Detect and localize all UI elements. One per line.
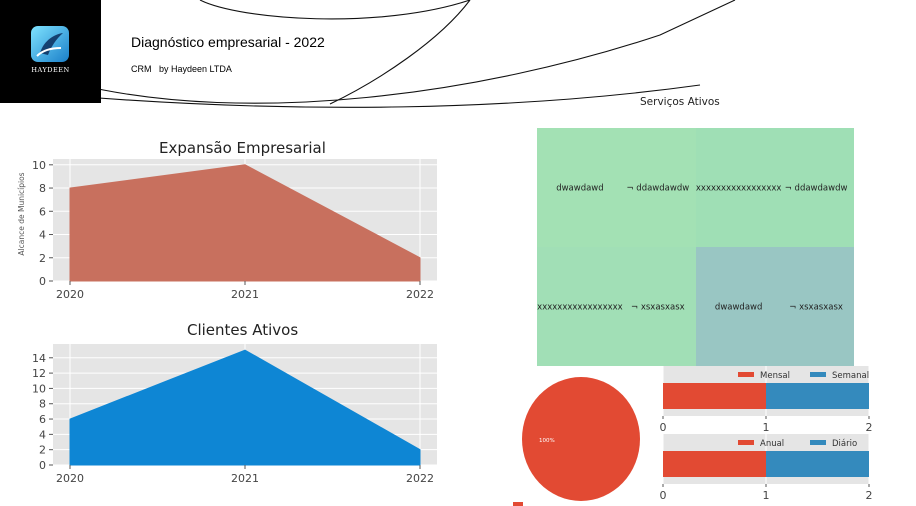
- treemap-title: Serviços Ativos: [640, 96, 720, 108]
- legend-swatch: [738, 372, 754, 377]
- treemap-label: dwawdawd: [556, 184, 603, 194]
- y-tick-label: 8: [39, 182, 46, 195]
- treemap-cell: [696, 128, 854, 247]
- page-subtitle: CRM by Haydeen LTDA: [131, 64, 232, 74]
- bar: [766, 451, 869, 477]
- treemap-cell: [537, 128, 696, 247]
- legend-label: Semanal: [832, 371, 869, 381]
- logo-text: HAYDEEN: [31, 66, 70, 74]
- x-tick-label: 2: [866, 489, 873, 502]
- x-tick-label: 2020: [56, 472, 84, 485]
- y-tick-label: 10: [32, 159, 46, 172]
- y-tick-label: 4: [39, 428, 46, 441]
- y-tick-label: 0: [39, 275, 46, 288]
- expansion-area-chart: Alcance de Municípios 0 2 4 6 8 10 2020 2021 202…: [17, 159, 437, 301]
- services-treemap: dwawdawd ¬ ddawdawdw xxxxxxxxxxxxxxxxx ¬ dd…: [537, 128, 854, 366]
- treemap-label: ¬ ddawdawdw: [785, 184, 848, 194]
- x-tick-label: 2: [866, 421, 873, 434]
- bar-chart-anual-diario: 0 1 2 Anual Diário: [660, 434, 873, 502]
- legend-swatch: [810, 440, 826, 445]
- x-tick-label: 2022: [406, 288, 434, 301]
- legend-label: Mensal: [760, 371, 790, 381]
- treemap-label: ¬ xsxasxasx: [789, 303, 843, 313]
- treemap-label: xxxxxxxxxxxxxxxxx: [537, 303, 623, 313]
- y-tick-label: 8: [39, 398, 46, 411]
- treemap-label: dwawdawd: [715, 303, 762, 313]
- x-tick-label: 0: [660, 489, 667, 502]
- expansion-chart-title: Expansão Empresarial: [159, 139, 326, 157]
- haydeen-logo-icon: [31, 26, 69, 62]
- pie-chart: 100%: [513, 377, 640, 506]
- treemap-label: ¬ ddawdawdw: [626, 184, 689, 194]
- page-title: Diagnóstico empresarial - 2022: [131, 34, 325, 50]
- y-axis-label: Alcance de Municípios: [17, 172, 26, 255]
- bar: [663, 383, 766, 409]
- x-tick-label: 1: [763, 489, 770, 502]
- area-series: [69, 164, 421, 282]
- legend-label: Diário: [832, 439, 857, 449]
- logo: HAYDEEN: [0, 0, 101, 103]
- x-tick-label: 2022: [406, 472, 434, 485]
- clients-area-chart: 0 2 4 6 8 10 12 14 2020 2021 2022: [32, 344, 437, 485]
- y-tick-label: 0: [39, 459, 46, 472]
- y-tick-label: 12: [32, 367, 46, 380]
- treemap-cell: [696, 247, 854, 366]
- x-tick-label: 2020: [56, 288, 84, 301]
- x-tick-label: 0: [660, 421, 667, 434]
- treemap-cell: [537, 247, 696, 366]
- x-tick-label: 2021: [231, 288, 259, 301]
- bar: [766, 383, 869, 409]
- y-tick-label: 14: [32, 352, 46, 365]
- pie-slice: [522, 377, 640, 501]
- x-tick-label: 1: [763, 421, 770, 434]
- y-tick-label: 6: [39, 413, 46, 426]
- legend-swatch: [738, 440, 754, 445]
- pie-slice-label: 100%: [539, 438, 555, 444]
- bar-chart-mensal-semanal: 0 1 2 Mensal Semanal: [660, 366, 873, 434]
- treemap-label: ¬ xsxasxasx: [631, 303, 685, 313]
- y-tick-label: 2: [39, 444, 46, 457]
- clients-chart-title: Clientes Ativos: [187, 321, 299, 339]
- x-tick-label: 2021: [231, 472, 259, 485]
- area-series: [69, 349, 421, 466]
- legend-swatch: [513, 502, 523, 506]
- bar: [663, 451, 766, 477]
- legend-swatch: [810, 372, 826, 377]
- y-tick-label: 2: [39, 252, 46, 265]
- treemap-label: xxxxxxxxxxxxxxxxx: [696, 184, 782, 194]
- legend-label: Anual: [760, 439, 784, 449]
- y-tick-label: 6: [39, 205, 46, 218]
- y-tick-label: 4: [39, 229, 46, 242]
- y-tick-label: 10: [32, 382, 46, 395]
